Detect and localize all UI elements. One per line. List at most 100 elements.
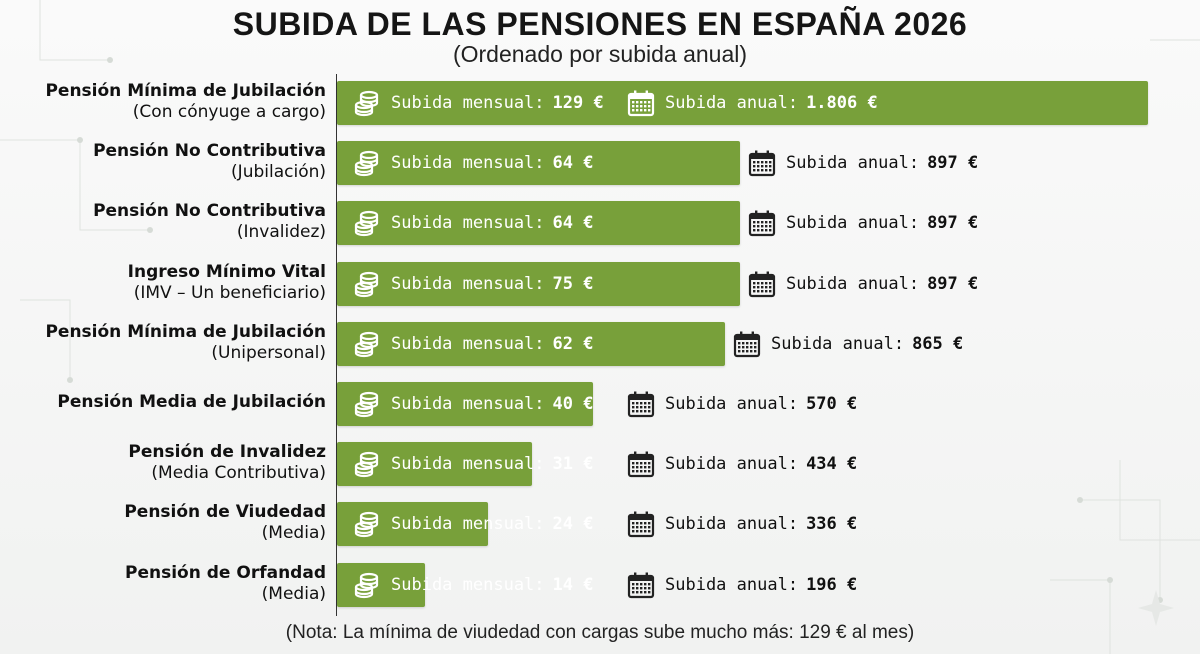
annual-label-prefix: Subida anual:	[771, 333, 905, 354]
coin-stack-icon	[353, 149, 381, 177]
category-name: Pensión No Contributiva	[93, 141, 326, 162]
monthly-label-prefix: Subida mensual:	[391, 153, 545, 174]
category-name: Pensión Mínima de Jubilación	[45, 81, 326, 101]
annual-label-value: 336 €	[806, 514, 858, 535]
category-name: Pensión Media de Jubilación	[57, 392, 326, 412]
monthly-label: Subida mensual: 40 €	[353, 382, 593, 426]
calendar-icon	[627, 510, 655, 538]
chart-row: Pensión de Viudedad (Media) Subida mensual…	[0, 500, 1200, 548]
category-detail: (Invalidez)	[236, 222, 326, 243]
coin-stack-icon	[353, 330, 381, 358]
chart-row: Ingreso Mínimo Vital (IMV – Un beneficiar…	[0, 260, 1200, 308]
bar	[337, 382, 593, 426]
category-label: Pensión Media de Jubilación	[57, 392, 326, 413]
bar	[337, 81, 1148, 125]
monthly-label-value: 129 €	[552, 93, 604, 113]
monthly-label-prefix: Subida mensual:	[391, 273, 545, 294]
calendar-icon	[627, 450, 655, 478]
monthly-label-value: 64 €	[552, 153, 594, 174]
monthly-label-prefix: Subida mensual:	[391, 394, 545, 414]
chart-row: Pensión de Orfandad (Media) Subida mensual…	[0, 561, 1200, 609]
annual-label: Subida anual: 1.806 €	[627, 81, 878, 125]
chart-row: Pensión Mínima de Jubilación (Con cónyuge…	[0, 79, 1200, 127]
annual-label-prefix: Subida anual:	[665, 454, 799, 475]
monthly-label: Subida mensual: 129 €	[353, 81, 604, 125]
monthly-label-value: 64 €	[552, 213, 594, 234]
category-detail: (Unipersonal)	[211, 342, 326, 363]
coin-stack-icon	[353, 571, 381, 599]
annual-label-prefix: Subida anual:	[665, 574, 799, 595]
annual-label-prefix: Subida anual:	[786, 213, 920, 234]
monthly-label: Subida mensual: 31 €	[353, 442, 593, 486]
category-detail: (Con cónyuge a cargo)	[132, 102, 326, 122]
chart-row: Pensión No Contributiva (Jubilación) Subid…	[0, 139, 1200, 187]
category-name: Pensión No Contributiva	[93, 201, 326, 222]
category-label: Pensión Mínima de Jubilación (Unipersonal…	[45, 322, 326, 364]
monthly-label-value: 62 €	[552, 333, 594, 354]
chart-row: Pensión Mínima de Jubilación (Unipersonal…	[0, 320, 1200, 368]
monthly-label-prefix: Subida mensual:	[391, 93, 545, 113]
annual-label-value: 1.806 €	[806, 93, 878, 113]
monthly-label: Subida mensual: 64 €	[353, 141, 593, 185]
category-detail: (Media Contributiva)	[151, 463, 326, 484]
annual-label: Subida anual: 897 €	[748, 201, 978, 245]
chart-subtitle: (Ordenado por subida anual)	[452, 41, 748, 67]
category-label: Ingreso Mínimo Vital (IMV – Un beneficiar…	[128, 262, 326, 304]
category-name: Pensión de Viudedad	[124, 502, 326, 523]
coin-stack-icon	[353, 209, 381, 237]
y-axis-line	[336, 74, 337, 616]
annual-label-value: 865 €	[912, 333, 964, 354]
category-label: Pensión No Contributiva (Jubilación)	[93, 141, 326, 183]
category-detail: (Media)	[261, 523, 326, 544]
category-label: Pensión Mínima de Jubilación (Con cónyuge…	[45, 81, 326, 123]
annual-label: Subida anual: 865 €	[733, 322, 963, 366]
monthly-label-value: 31 €	[552, 454, 594, 475]
annual-label-value: 196 €	[806, 574, 858, 595]
category-label: Pensión de Orfandad (Media)	[125, 563, 326, 605]
bar	[337, 261, 740, 306]
calendar-icon	[748, 209, 776, 237]
bar	[337, 321, 725, 366]
bar	[337, 562, 425, 607]
monthly-label-value: 24 €	[552, 514, 594, 535]
monthly-label: Subida mensual: 14 €	[353, 563, 593, 607]
monthly-label: Subida mensual: 64 €	[353, 201, 593, 245]
category-name: Pensión de Invalidez	[128, 442, 326, 463]
monthly-label: Subida mensual: 24 €	[353, 502, 593, 546]
annual-label-value: 897 €	[927, 153, 979, 174]
category-name: Ingreso Mínimo Vital	[127, 261, 326, 282]
monthly-label-prefix: Subida mensual:	[391, 454, 545, 475]
calendar-icon	[748, 149, 776, 177]
annual-label-prefix: Subida anual:	[786, 153, 920, 174]
monthly-label-value: 14 €	[552, 574, 594, 595]
annual-label-prefix: Subida anual:	[786, 273, 920, 294]
category-name: Pensión Mínima de Jubilación	[45, 321, 326, 342]
monthly-label-value: 75 €	[552, 273, 594, 294]
calendar-icon	[627, 390, 655, 418]
annual-label-value: 897 €	[927, 273, 979, 294]
coin-stack-icon	[353, 510, 381, 538]
calendar-icon	[748, 270, 776, 298]
monthly-label-prefix: Subida mensual:	[391, 213, 545, 234]
bar	[337, 141, 740, 186]
chart-title: SUBIDA DE LAS PENSIONES EN ESPAÑA 2026	[232, 6, 968, 42]
annual-label-prefix: Subida anual:	[665, 394, 799, 414]
monthly-label-prefix: Subida mensual:	[391, 333, 545, 354]
chart-row: Pensión Media de Jubilación Subida mensua…	[0, 380, 1200, 428]
chart-row: Pensión de Invalidez (Media Contributiva)…	[0, 440, 1200, 488]
coin-stack-icon	[353, 390, 381, 418]
annual-label-value: 897 €	[927, 213, 979, 234]
chart-row: Pensión No Contributiva (Invalidez) Subida…	[0, 199, 1200, 247]
category-name: Pensión de Orfandad	[125, 562, 326, 583]
annual-label-prefix: Subida anual:	[665, 514, 799, 535]
monthly-label-prefix: Subida mensual:	[391, 514, 545, 535]
annual-label: Subida anual: 434 €	[627, 442, 857, 486]
category-detail: (IMV – Un beneficiario)	[133, 282, 326, 303]
category-detail: (Jubilación)	[231, 162, 326, 183]
annual-label: Subida anual: 196 €	[627, 563, 857, 607]
annual-label: Subida anual: 336 €	[627, 502, 857, 546]
monthly-label-prefix: Subida mensual:	[391, 574, 545, 595]
category-label: Pensión de Invalidez (Media Contributiva)	[128, 442, 326, 484]
coin-stack-icon	[353, 89, 381, 117]
annual-label: Subida anual: 570 €	[627, 382, 857, 426]
